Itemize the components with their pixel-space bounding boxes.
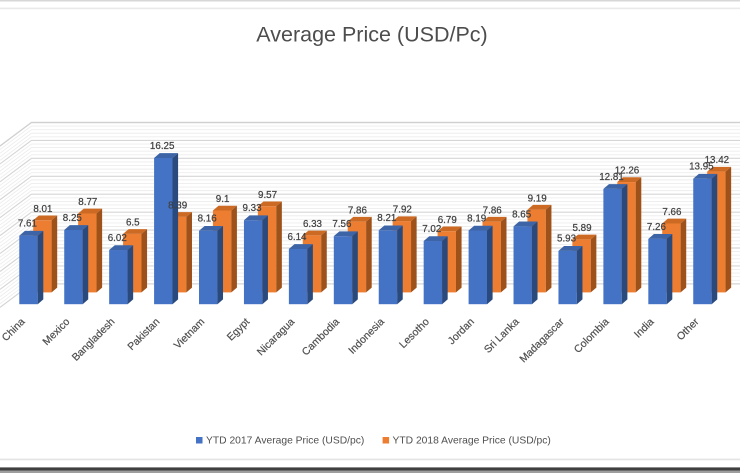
svg-text:6.5: 6.5 xyxy=(126,218,140,229)
svg-text:8.01: 8.01 xyxy=(33,204,52,215)
svg-text:5.93: 5.93 xyxy=(557,234,577,245)
svg-text:7.56: 7.56 xyxy=(332,219,352,230)
svg-text:12.26: 12.26 xyxy=(615,166,640,177)
svg-text:12.81: 12.81 xyxy=(599,172,624,183)
svg-text:7.66: 7.66 xyxy=(662,207,682,218)
svg-text:8.25: 8.25 xyxy=(63,213,83,224)
svg-text:6.14: 6.14 xyxy=(287,232,307,243)
svg-text:7.26: 7.26 xyxy=(647,222,667,233)
svg-text:16.25: 16.25 xyxy=(150,141,175,152)
svg-text:8.65: 8.65 xyxy=(512,209,532,220)
svg-text:7.92: 7.92 xyxy=(393,205,412,216)
svg-text:6.02: 6.02 xyxy=(108,233,127,244)
svg-text:6.79: 6.79 xyxy=(438,215,457,226)
svg-text:7.61: 7.61 xyxy=(18,219,37,230)
svg-text:8.21: 8.21 xyxy=(377,213,396,224)
svg-text:9.33: 9.33 xyxy=(243,203,263,214)
svg-text:9.57: 9.57 xyxy=(258,190,277,201)
svg-text:13.42: 13.42 xyxy=(705,155,730,166)
svg-text:8.19: 8.19 xyxy=(467,213,486,224)
svg-text:YTD 2017 Average Price (USD/pc: YTD 2017 Average Price (USD/pc) xyxy=(206,435,364,446)
svg-text:13.95: 13.95 xyxy=(689,162,714,173)
svg-text:8.39: 8.39 xyxy=(168,200,187,211)
svg-text:7.86: 7.86 xyxy=(483,205,503,216)
svg-text:8.16: 8.16 xyxy=(198,214,218,225)
svg-text:8.77: 8.77 xyxy=(78,197,97,208)
svg-text:6.33: 6.33 xyxy=(303,219,323,230)
svg-text:YTD 2018 Average Price (USD/pc: YTD 2018 Average Price (USD/pc) xyxy=(393,435,551,446)
svg-text:Average Price (USD/Pc): Average Price (USD/Pc) xyxy=(256,22,487,46)
svg-text:5.89: 5.89 xyxy=(573,223,592,234)
svg-text:7.86: 7.86 xyxy=(348,205,368,216)
svg-text:9.19: 9.19 xyxy=(528,193,547,204)
svg-text:7.02: 7.02 xyxy=(422,224,441,235)
svg-text:9.1: 9.1 xyxy=(216,194,230,205)
